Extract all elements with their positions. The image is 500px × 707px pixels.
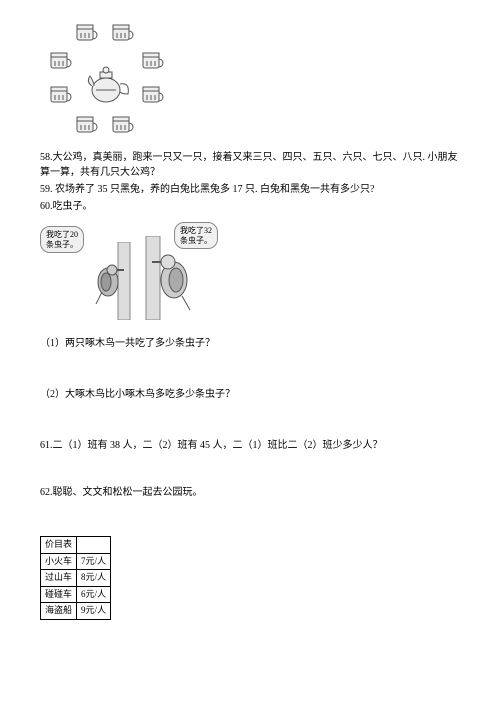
item-price: 8元/人 bbox=[77, 570, 111, 587]
cup-icon bbox=[74, 114, 100, 138]
question-59: 59. 农场养了 35 只黑兔，养的白兔比黑兔多 17 只. 白兔和黑兔一共有多… bbox=[40, 182, 460, 197]
table-row: 海盗船9元/人 bbox=[41, 603, 111, 620]
cup-icon bbox=[110, 114, 136, 138]
price-header: 价目表 bbox=[41, 537, 77, 554]
table-row: 价目表 bbox=[41, 537, 111, 554]
question-60-2: （2）大啄木鸟比小啄木鸟多吃多少条虫子？ bbox=[40, 387, 460, 402]
question-58: 58.大公鸡，真美丽，跑来一只又一只，接着又来三只、四只、五只、六只、七只、八只… bbox=[40, 150, 460, 180]
teapot-icon bbox=[84, 62, 132, 108]
item-name: 小火车 bbox=[41, 553, 77, 570]
cup-icon bbox=[48, 50, 74, 74]
table-row: 过山车8元/人 bbox=[41, 570, 111, 587]
cup-icon bbox=[110, 22, 136, 46]
item-price: 6元/人 bbox=[77, 586, 111, 603]
cup-icon bbox=[74, 22, 100, 46]
price-blank bbox=[77, 537, 111, 554]
bubble-left-line2: 条虫子。 bbox=[46, 240, 78, 249]
teapot-figure bbox=[40, 20, 180, 140]
large-woodpecker-icon bbox=[138, 236, 198, 320]
item-name: 碰碰车 bbox=[41, 586, 77, 603]
question-60-1: （1）两只啄木鸟一共吃了多少条虫子？ bbox=[40, 336, 460, 351]
table-row: 小火车7元/人 bbox=[41, 553, 111, 570]
question-60: 60.吃虫子。 bbox=[40, 199, 460, 214]
item-name: 过山车 bbox=[41, 570, 77, 587]
cup-icon bbox=[48, 84, 74, 108]
item-name: 海盗船 bbox=[41, 603, 77, 620]
price-table: 价目表 小火车7元/人 过山车8元/人 碰碰车6元/人 海盗船9元/人 bbox=[40, 536, 111, 620]
speech-bubble-left: 我吃了20 条虫子。 bbox=[40, 226, 84, 253]
question-61: 61.二（1）班有 38 人，二（2）班有 45 人，二（1）班比二（2）班少多… bbox=[40, 438, 460, 453]
item-price: 9元/人 bbox=[77, 603, 111, 620]
table-row: 碰碰车6元/人 bbox=[41, 586, 111, 603]
cup-icon bbox=[140, 84, 166, 108]
question-62: 62.聪聪、文文和松松一起去公园玩。 bbox=[40, 485, 460, 500]
cup-icon bbox=[140, 50, 166, 74]
woodpecker-figure: 我吃了20 条虫子。 我吃了32 条虫子。 bbox=[40, 222, 240, 322]
bubble-left-line1: 我吃了20 bbox=[46, 230, 78, 239]
item-price: 7元/人 bbox=[77, 553, 111, 570]
small-woodpecker-icon bbox=[88, 242, 138, 320]
bubble-right-line1: 我吃了32 bbox=[180, 226, 212, 235]
